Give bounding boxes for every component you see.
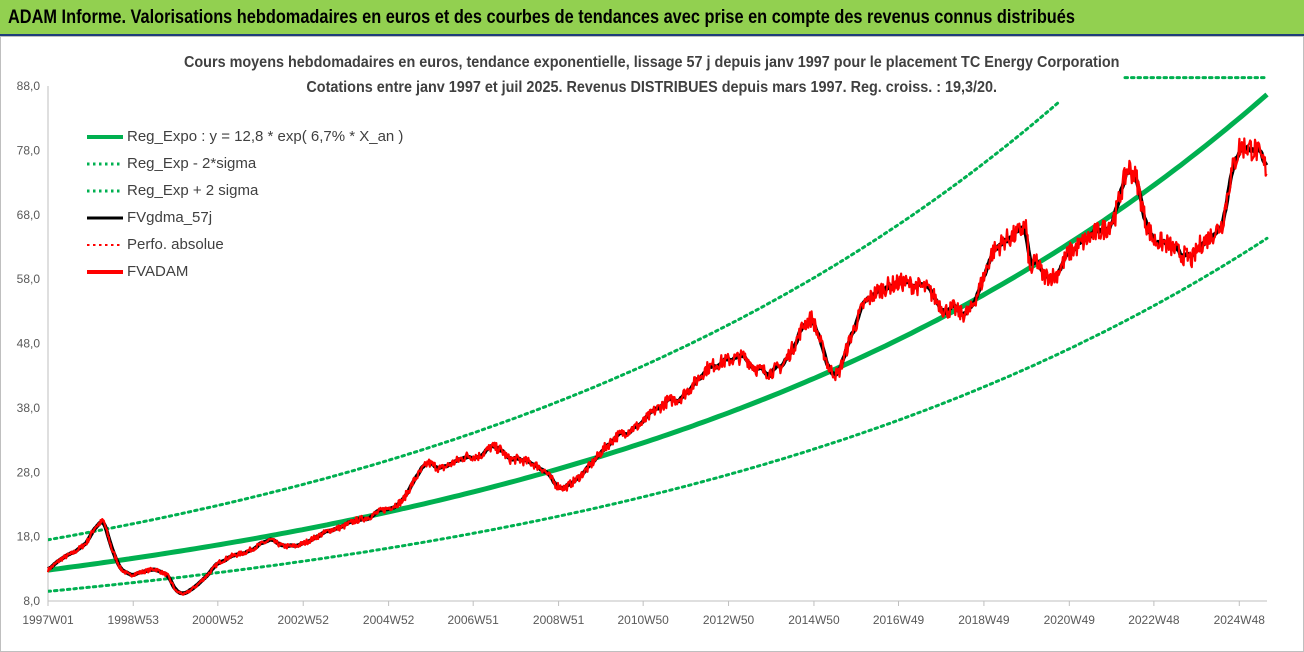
y-tick-label: 38,0 <box>17 401 41 415</box>
legend-label: Reg_Expo : y = 12,8 * exp( 6,7% * X_an ) <box>127 128 404 145</box>
x-tick-label: 2018W49 <box>958 613 1010 627</box>
x-tick-label: 1997W01 <box>22 613 74 627</box>
banner: ADAM Informe. Valorisations hebdomadaire… <box>0 0 1304 36</box>
x-tick-label: 2016W49 <box>873 613 925 627</box>
x-tick-label: 2020W49 <box>1044 613 1096 627</box>
legend-label: Perfo. absolue <box>127 236 224 253</box>
legend-swatch <box>87 162 123 166</box>
y-tick-label: 18,0 <box>17 530 41 544</box>
legend-label: Reg_Exp + 2 sigma <box>127 182 259 199</box>
series-lines <box>46 76 1269 596</box>
legend-label: FVADAM <box>127 263 189 280</box>
x-axis-ticks: 1997W01 1998W53 2000W52 2002W52 2004W52 2006W… <box>22 601 1265 627</box>
legend-label: FVgdma_57j <box>127 209 213 226</box>
series-line-reg_high <box>48 100 1061 542</box>
x-tick-label: 2000W52 <box>192 613 244 627</box>
legend-swatch <box>87 189 123 193</box>
x-tick-label: 2006W51 <box>447 613 499 627</box>
chart-subtitle: Cotations entre janv 1997 et juil 2025. … <box>306 79 998 96</box>
series-line-reg <box>48 92 1269 573</box>
x-tick-label: 2014W50 <box>788 613 840 627</box>
y-tick-label: 88,0 <box>17 79 41 93</box>
series-line-actual <box>46 137 1268 596</box>
series-line-reg_low <box>48 236 1269 593</box>
legend-swatch <box>87 244 123 246</box>
legend-swatch <box>87 216 123 220</box>
x-tick-label: 2012W50 <box>703 613 755 627</box>
x-tick-label: 2024W48 <box>1214 613 1266 627</box>
x-tick-label: 2002W52 <box>278 613 330 627</box>
legend-swatch <box>87 135 123 139</box>
y-tick-label: 78,0 <box>17 143 41 157</box>
y-tick-label: 58,0 <box>17 272 41 286</box>
y-axis-ticks: 8,0 18,0 28,0 38,0 48,0 58,0 68,0 78,0 88,0 <box>17 79 41 608</box>
y-tick-label: 8,0 <box>23 594 40 608</box>
x-tick-label: 2008W51 <box>533 613 585 627</box>
x-tick-label: 2022W48 <box>1128 613 1180 627</box>
legend-swatch <box>87 270 123 274</box>
y-tick-label: 48,0 <box>17 337 41 351</box>
legend-label: Reg_Exp - 2*sigma <box>127 155 257 172</box>
y-tick-label: 68,0 <box>17 208 41 222</box>
x-tick-label: 1998W53 <box>108 613 160 627</box>
x-tick-label: 2010W50 <box>617 613 669 627</box>
axes <box>47 86 1267 602</box>
chart-title: Cours moyens hebdomadaires en euros, ten… <box>184 54 1120 71</box>
banner-title: ADAM Informe. Valorisations hebdomadaire… <box>8 7 1075 28</box>
series-line-smooth <box>46 144 1269 596</box>
y-tick-label: 28,0 <box>17 465 41 479</box>
x-tick-label: 2004W52 <box>363 613 415 627</box>
